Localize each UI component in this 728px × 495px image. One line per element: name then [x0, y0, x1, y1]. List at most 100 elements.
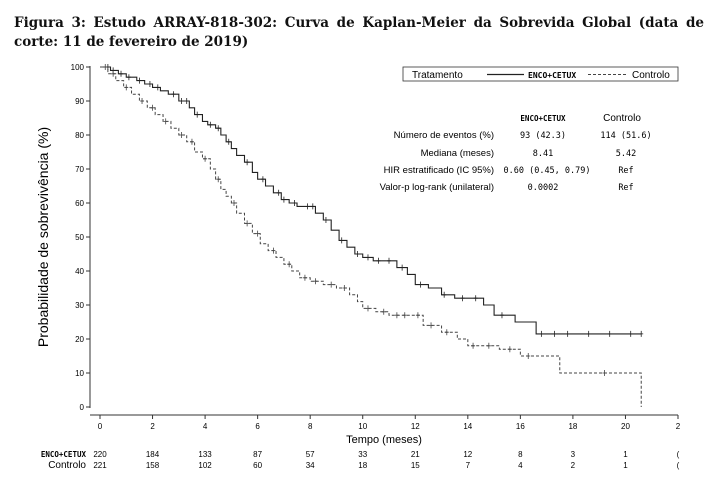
y-tick-label: 10: [75, 369, 84, 378]
censor-mark: [216, 125, 221, 132]
censor-mark: [418, 281, 423, 288]
censor-mark: [400, 264, 405, 271]
stats-row-value-controlo: Ref: [618, 166, 633, 176]
x-tick-label: 0: [98, 422, 103, 431]
censor-mark: [184, 98, 189, 104]
risk-value: 4: [518, 461, 523, 470]
censor-mark: [639, 330, 644, 337]
y-tick-label: 90: [75, 97, 84, 106]
risk-value: 2: [571, 461, 576, 470]
censor-mark: [323, 217, 328, 223]
legend-title: Tratamento: [412, 70, 463, 81]
stats-table: ENCO+CETUX Controlo Número de eventos (%…: [380, 113, 652, 193]
censor-mark: [526, 353, 531, 359]
risk-value: 12: [463, 450, 472, 459]
x-tick-label: 16: [516, 422, 525, 431]
censor-mark: [208, 121, 213, 128]
censor-mark: [281, 196, 286, 203]
censor-mark: [444, 329, 449, 336]
x-tick-label: 8: [308, 422, 313, 431]
censor-mark: [163, 118, 168, 125]
censor-mark: [415, 312, 420, 319]
censor-mark: [499, 312, 504, 319]
censor-mark: [271, 247, 276, 254]
risk-values: 220 184 133 87 57 33 21 12 8 3 1 (221 158 102 60 34 18 15…: [93, 450, 679, 470]
stats-row-label: Mediana (meses): [421, 148, 494, 159]
stats-header-controlo: Controlo: [603, 113, 641, 124]
x-tick-label: 10: [358, 422, 367, 431]
x-axis-label: Tempo (meses): [346, 434, 422, 446]
stats-row-value-controlo: 114 (51.6): [600, 131, 651, 141]
censor-mark: [342, 285, 347, 291]
x-tick-label: 12: [411, 422, 420, 431]
censor-mark: [305, 203, 310, 210]
km-curve-enco-cetux: [100, 66, 642, 335]
risk-value: 221: [93, 461, 107, 470]
censor-mark: [255, 230, 260, 237]
legend: Tratamento ENCO+CETUX Controlo: [402, 66, 679, 82]
x-tick-label: 14: [463, 422, 472, 431]
censor-mark: [226, 138, 231, 145]
censor-mark: [119, 70, 124, 77]
censor-mark: [292, 200, 297, 206]
y-tick-label: 40: [75, 267, 84, 276]
censor-mark: [442, 291, 447, 298]
censor-mark: [147, 81, 152, 87]
y-ticks: 0 10 20 30 40 50 60 70 80 90 100: [71, 63, 90, 412]
censor-mark: [150, 104, 155, 111]
x-tick-label: 4: [203, 422, 208, 431]
censor-mark: [126, 74, 131, 81]
x-tick-label: 20: [621, 422, 630, 431]
censor-mark: [586, 330, 591, 337]
y-tick-label: 100: [71, 63, 85, 72]
x-tick-label: 6: [255, 422, 260, 431]
risk-value: 158: [146, 461, 160, 470]
y-axis: 0 10 20 30 40 50 60 70 80 90 100: [71, 63, 91, 412]
stats-row-value-enco: 0.0002: [528, 183, 559, 193]
censor-mark: [189, 138, 194, 145]
y-tick-label: 0: [80, 403, 85, 412]
risk-value: 3: [571, 450, 576, 459]
stats-row-value-enco: 8.41: [533, 149, 553, 159]
censor-mark: [394, 312, 399, 319]
risk-value: 1: [623, 461, 628, 470]
censor-mark: [381, 308, 386, 315]
y-tick-label: 70: [75, 165, 84, 174]
risk-value: 34: [306, 461, 315, 470]
risk-value: 33: [358, 450, 367, 459]
legend-label-enco: ENCO+CETUX: [528, 71, 576, 80]
y-tick-label: 50: [75, 233, 84, 242]
km-curve-controlo: [100, 66, 642, 407]
figure-caption: Figura 3: Estudo ARRAY-818-302: Curva de…: [14, 15, 704, 50]
risk-value: 220: [93, 450, 107, 459]
censor-mark: [471, 342, 476, 349]
stats-row-value-enco: 93 (42.3): [520, 131, 566, 141]
censor-mark: [313, 278, 318, 285]
x-ticks: 0 2 4 6 8 10 12 14 16 18 20 2: [98, 415, 681, 431]
risk-row-label-controlo: Controlo: [48, 460, 86, 471]
censor-mark: [231, 200, 236, 206]
x-axis: 0 2 4 6 8 10 12 14 16 18 20 2: [90, 414, 681, 431]
y-axis-label: Probabilidade de sobrevivência (%): [35, 127, 51, 347]
risk-value: (: [677, 450, 680, 459]
censor-mark: [486, 342, 491, 349]
stats-row-value-controlo: 5.42: [616, 149, 636, 159]
risk-value: (: [677, 461, 680, 470]
y-tick-label: 60: [75, 199, 84, 208]
risk-row-label-enco: ENCO+CETUX: [41, 450, 87, 459]
risk-value: 184: [146, 450, 160, 459]
y-tick-label: 30: [75, 301, 84, 310]
censor-mark: [507, 346, 512, 353]
censor-mark: [245, 220, 250, 227]
censor-mark: [339, 237, 344, 244]
censor-mark: [310, 203, 315, 210]
risk-value: 133: [198, 450, 212, 459]
legend-box: [402, 66, 679, 82]
censor-mark: [628, 330, 633, 337]
censor-mark: [365, 254, 370, 261]
censor-mark: [111, 70, 116, 77]
risk-value: 57: [306, 450, 315, 459]
risk-value: 102: [198, 461, 212, 470]
censor-mark: [602, 370, 607, 376]
